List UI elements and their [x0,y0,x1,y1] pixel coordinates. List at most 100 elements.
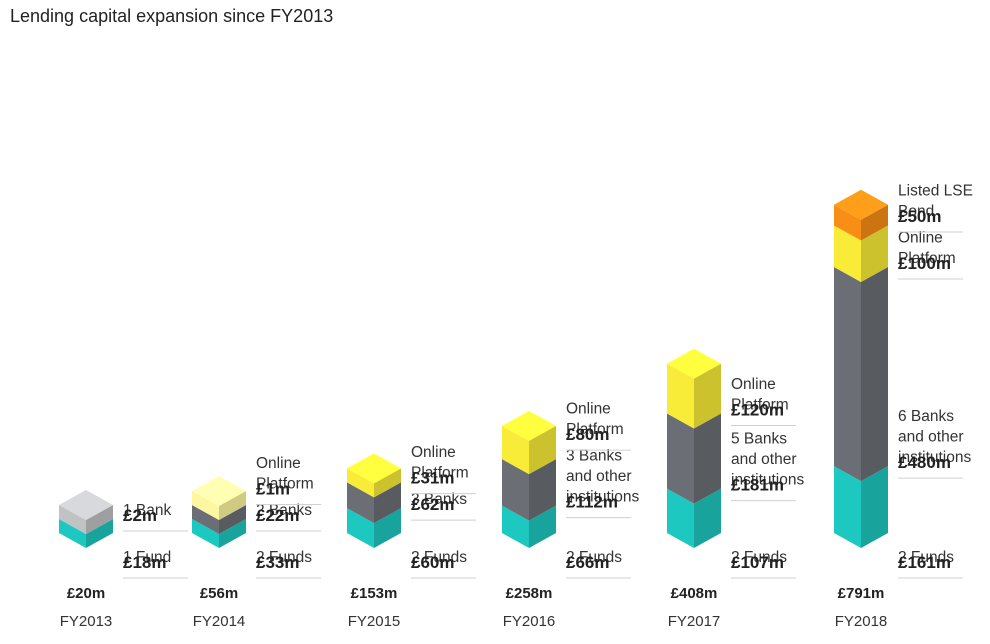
segment-label-line: Platform [256,476,314,493]
segment-value-label: £2m [123,506,157,525]
segment-label-line: institutions [898,449,971,466]
segment-value-label: £1m [256,480,290,499]
segment-label-line: and other [731,451,797,468]
segment-label-line: 2 Funds [566,549,622,566]
segment-label-line: 5 Banks [731,431,787,448]
bar-segment-funds-right [374,508,401,548]
total-label: £791m [838,585,885,602]
segment-label-line: 1 Bank [123,502,172,519]
bar-segment-banks-left [192,505,219,534]
segment-label-line: 2 Funds [256,549,312,566]
bar-segment-banks-left [502,459,529,521]
bar-top-face [347,453,401,484]
total-label: £20m [67,585,105,602]
bar-segment-funds-right [219,519,246,548]
year-label: FY2014 [193,613,246,630]
segment-label-line: 3 Banks [566,448,622,465]
column-fy2014: £56m FY2014 2 Funds£33m 2 Banks£22m Online Pl… [192,455,321,630]
bar-segment-banks-right [529,459,556,521]
segment-label-line: 1 Fund [123,549,171,566]
segment-value-label: £31m [411,469,454,488]
year-label: FY2018 [835,613,888,630]
year-label: FY2013 [60,613,113,630]
bar-segment-banks-left [667,413,694,504]
segment-value-label: £66m [566,553,609,572]
bar-segment-funds-right [694,488,721,548]
segment-label-line: Online [256,455,301,472]
segment-label-line: Online [731,376,776,393]
bar-top-face [834,189,888,220]
segment-value-label: £22m [256,506,299,525]
bar-segment-banks-right [861,266,888,482]
bar-segment-online-left [502,425,529,475]
bar-segment-funds-left [192,519,219,548]
bar-segment-bank-right [86,505,113,534]
segment-label-line: 2 Funds [411,549,467,566]
segment-label-line: Bond [898,203,934,220]
segment-value-label: £480m [898,453,951,472]
bar-segment-banks-right [694,413,721,504]
bar-top-face [502,410,556,441]
bar-segment-funds-left [347,508,374,548]
bar-segment-funds-left [59,519,86,548]
segment-value-label: £161m [898,553,951,572]
segment-label-line: institutions [566,489,639,506]
bar-segment-banks-right [374,482,401,524]
segment-label-line: Platform [566,421,624,438]
bar-segment-funds-right [861,466,888,548]
chart-title: Lending capital expansion since FY2013 [10,6,334,26]
bar-segment-funds-right [529,505,556,548]
bar-segment-bank-left [59,505,86,534]
total-label: £258m [506,585,553,602]
column-fy2017: £408m FY2017 2 Funds£107m 5 Banks and other i… [667,348,804,630]
year-label: FY2017 [668,613,721,630]
segment-label-line: 2 Funds [731,549,787,566]
bar-segment-lse-right [861,204,888,241]
bar-segment-banks-left [834,266,861,482]
segment-value-label: £60m [411,553,454,572]
bar-segment-funds-left [502,505,529,548]
segment-label-line: and other [566,468,632,485]
segment-label-line: and other [898,429,964,446]
segment-value-label: £120m [731,400,784,419]
bar-segment-online-left [347,468,374,498]
total-label: £153m [351,585,398,602]
segment-label-line: Platform [731,396,789,413]
column-fy2013: £20m FY2013 1 Fund£18m 1 Bank£2m [59,490,188,630]
segment-label-line: Online [898,229,943,246]
segment-value-label: £107m [731,553,784,572]
bar-top-face [667,348,721,379]
year-label: FY2015 [348,613,401,630]
segment-label-line: 6 Banks [898,408,954,425]
bar-segment-funds-right [86,519,113,548]
segment-value-label: £112m [566,493,618,512]
segment-value-label: £62m [411,495,454,514]
segment-value-label: £181m [731,476,784,495]
segment-label-line: 3 Banks [411,491,467,508]
bar-segment-online-left [834,225,861,282]
segment-label-line: 2 Funds [898,549,954,566]
segment-label-line: Online [411,444,456,461]
bar-segment-online-left [192,491,219,520]
bar-segment-lse-left [834,204,861,241]
total-label: £56m [200,585,238,602]
segment-label-line: Listed LSE [898,182,973,199]
column-fy2018: £791m FY2018 2 Funds£161m 6 Banks and other i… [834,182,973,630]
bar-segment-funds-left [667,488,694,548]
column-fy2015: £153m FY2015 2 Funds£60m 3 Banks£62m Online P… [347,444,476,630]
bar-segment-online-left [667,363,694,429]
segment-value-label: £80m [566,425,609,444]
total-label: £408m [671,585,718,602]
bar-segment-banks-right [219,505,246,534]
segment-value-label: £50m [898,207,941,226]
column-fy2016: £258m FY2016 2 Funds£66m 3 Banks and other in… [502,401,639,630]
bar-segment-online-right [374,468,401,498]
bar-segment-online-right [219,491,246,520]
segment-label-line: Online [566,401,611,418]
segment-label-line: Platform [411,465,469,482]
segment-value-label: £18m [123,553,166,572]
bar-segment-banks-left [347,482,374,524]
bar-segment-online-right [529,425,556,475]
segment-label-line: 2 Banks [256,502,312,519]
